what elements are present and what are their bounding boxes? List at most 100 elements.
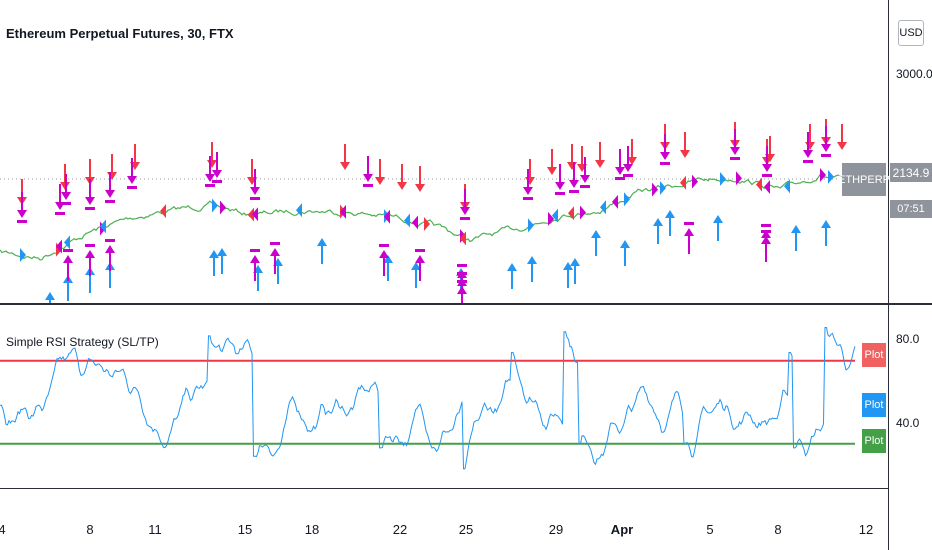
sell-arrow-head (569, 180, 579, 188)
exit-marker (803, 160, 813, 163)
sell-arrow (821, 126, 831, 152)
sell-arrow-head (85, 197, 95, 205)
buy-arrow (45, 292, 55, 303)
time-axis-label: 12 (858, 522, 874, 537)
sell-arrow (523, 169, 533, 195)
buy-arrow-head (250, 255, 260, 263)
sell-arrow-head (803, 150, 813, 158)
price-axis-label-3000: 3000.0 (896, 67, 932, 81)
buy-arrow (507, 263, 517, 289)
buy-arrow-head (591, 230, 601, 238)
buy-arrow-head (317, 238, 327, 246)
exit-marker (684, 222, 694, 225)
trade-marker (212, 198, 218, 213)
plot-badge-rsi: Plot (862, 393, 886, 417)
buy-arrow-head (761, 236, 771, 244)
sell-arrow-head (680, 150, 690, 158)
exit-marker (660, 162, 670, 165)
exit-marker (615, 177, 625, 180)
exit-marker (569, 190, 579, 193)
trade-marker (528, 218, 534, 233)
sell-arrow (105, 172, 115, 198)
sell-arrow-head (595, 160, 605, 168)
price-line (0, 174, 843, 261)
price-pane[interactable] (0, 0, 888, 303)
time-axis-label: 29 (548, 522, 564, 537)
sell-arrow (397, 164, 407, 190)
buy-arrow-head (209, 250, 219, 258)
sell-arrow-head (615, 167, 625, 175)
rsi-axis-label-80: 80.0 (896, 332, 920, 346)
trade-marker (828, 169, 834, 184)
sell-arrow (525, 159, 535, 185)
price-chart[interactable] (0, 0, 888, 303)
exit-marker (85, 207, 95, 210)
trade-marker (248, 207, 254, 222)
buy-arrow-head (411, 262, 421, 270)
buy-arrow-head (217, 248, 227, 256)
sell-arrow (415, 166, 425, 192)
sell-arrow-head (623, 164, 633, 172)
trade-marker (612, 194, 618, 209)
exit-marker (205, 184, 215, 187)
buy-arrow-head (63, 255, 73, 263)
sell-arrow-head (212, 170, 222, 178)
trade-marker (220, 200, 226, 215)
buy-arrow-head (105, 245, 115, 253)
sell-arrow (627, 139, 637, 165)
sell-arrow-head (105, 190, 115, 198)
sell-arrow-head (375, 177, 385, 185)
time-axis-label: 15 (237, 522, 253, 537)
trade-marker (680, 175, 686, 190)
buy-arrow (527, 256, 537, 282)
sell-arrow (61, 174, 71, 200)
currency-button[interactable]: USD (898, 20, 924, 46)
sell-arrow (730, 129, 740, 155)
buy-arrow (270, 248, 280, 274)
exit-marker (761, 224, 771, 227)
time-axis-line (0, 488, 888, 489)
buy-arrow-head (457, 286, 467, 294)
buy-arrow (379, 250, 389, 276)
buy-arrow (415, 255, 425, 281)
buy-arrow-head (620, 240, 630, 248)
buy-arrow (821, 220, 831, 246)
exit-marker (17, 220, 27, 223)
exit-marker (523, 197, 533, 200)
buy-arrow (653, 218, 663, 244)
sell-arrow (660, 134, 670, 160)
buy-arrow-head (507, 263, 517, 271)
trade-marker (652, 182, 658, 197)
buy-arrow-head (527, 256, 537, 264)
buy-arrow-head (415, 255, 425, 263)
sell-arrow-head (17, 210, 27, 218)
indicator-title[interactable]: Simple RSI Strategy (SL/TP) (6, 335, 159, 349)
exit-marker (457, 264, 467, 267)
exit-marker (61, 202, 71, 205)
trade-marker (736, 171, 742, 186)
pane-divider[interactable] (0, 303, 932, 305)
buy-arrow-head (570, 258, 580, 266)
buy-arrow (570, 258, 580, 284)
sell-arrow-head (762, 164, 772, 172)
buy-arrow (411, 262, 421, 288)
rsi-pane[interactable] (0, 305, 888, 488)
buy-arrow (665, 210, 675, 236)
buy-arrow (250, 255, 260, 281)
time-axis-label: 8 (86, 522, 94, 537)
sell-arrow (680, 132, 690, 158)
plot-badge-upper: Plot (862, 343, 886, 367)
sell-arrow (555, 164, 565, 190)
buy-arrow-head (45, 292, 55, 300)
rsi-chart[interactable] (0, 305, 888, 488)
sell-arrow (127, 158, 137, 184)
exit-marker (761, 230, 771, 233)
sell-arrow-head (805, 142, 815, 150)
exit-marker (460, 217, 470, 220)
exit-marker (379, 244, 389, 247)
sell-arrow (340, 144, 350, 170)
buy-arrow-head (379, 250, 389, 258)
trade-marker (548, 211, 554, 226)
trade-marker (660, 181, 666, 195)
buy-arrow-head (761, 230, 771, 238)
